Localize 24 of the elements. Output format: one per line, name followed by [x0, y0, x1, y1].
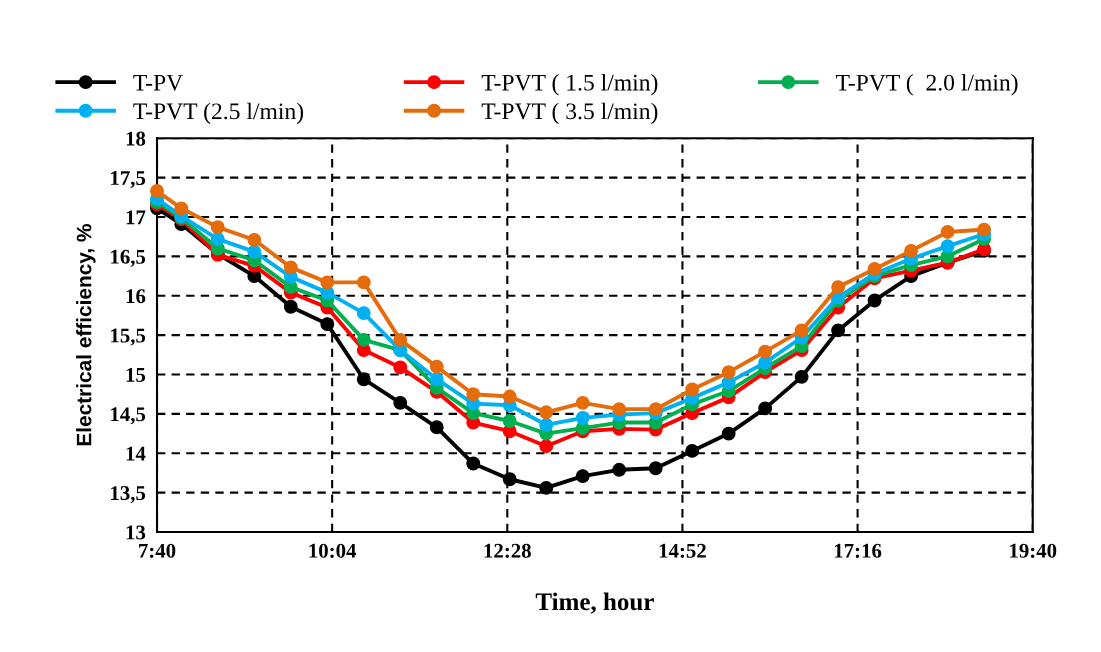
y-tick-label: 16: [126, 289, 146, 304]
y-tick-label: 15,5: [111, 328, 146, 346]
legend-label: T-PV: [133, 74, 183, 91]
x-tick-label: 17:16: [834, 543, 882, 558]
x-tick-label: 19:40: [1010, 543, 1057, 558]
y-tick-label: 18: [126, 131, 146, 146]
legend-label: T-PVT ( 3.5 l/min): [481, 102, 658, 125]
legend-label: T-PVT ( 2.0 l/min): [835, 74, 1018, 96]
y-tick-label: 14,5: [111, 407, 146, 425]
legend-label: T-PVT ( 1.5 l/min): [481, 74, 658, 96]
x-tick-label: 14:52: [659, 543, 706, 558]
x-tick-label: 7:40: [139, 543, 176, 558]
y-tick-label: 17: [126, 210, 146, 225]
x-tick-label: 10:04: [309, 543, 357, 558]
y-tick-label: 17,5: [111, 171, 146, 189]
x-tick-label: 12:28: [484, 543, 531, 558]
legend-label: T-PVT (2.5 l/min): [133, 102, 304, 125]
y-axis-title: Electrical efficiency, %: [76, 224, 96, 446]
y-tick-label: 14: [126, 446, 146, 461]
y-tick-label: 13: [126, 525, 146, 540]
y-tick-label: 16,5: [111, 249, 146, 267]
y-tick-label: 15: [126, 367, 146, 382]
y-tick-label: 13,5: [111, 486, 146, 504]
x-axis-title: Time, hour: [535, 592, 654, 614]
